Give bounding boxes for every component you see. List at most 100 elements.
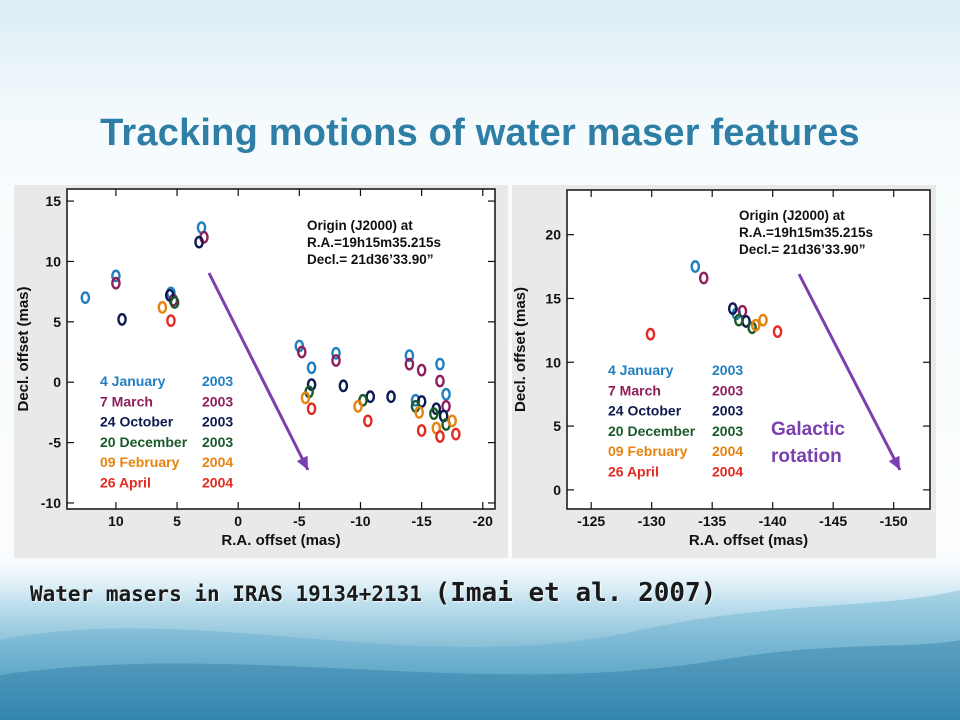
y-tick-label-0: 15 xyxy=(45,193,61,209)
maser-point-4-0 xyxy=(750,318,761,332)
maser-point-5-1 xyxy=(772,325,783,339)
legend-label-4: 09 February xyxy=(100,454,180,470)
x-axis-label: R.A. offset (mas) xyxy=(221,532,340,549)
slide-caption: Water masers in IRAS 19134+2131 (Imai et… xyxy=(30,578,930,608)
legend-label-2: 24 October xyxy=(608,403,682,419)
origin-annotation-line-1: R.A.=19h15m35.215s xyxy=(307,235,441,250)
maser-point-2-2 xyxy=(194,235,204,249)
maser-point-5-0 xyxy=(645,327,656,341)
maser-point-4-1 xyxy=(758,313,768,327)
x-tick-label-4: -10 xyxy=(350,513,370,529)
x-tick-label-6: -20 xyxy=(473,513,493,529)
y-tick-label-4: 0 xyxy=(553,482,561,498)
legend-label-5: 26 April xyxy=(100,475,151,491)
legend-label-1: 7 March xyxy=(608,382,661,398)
legend-year-1: 2003 xyxy=(202,393,233,409)
maser-point-4-5 xyxy=(447,414,458,428)
galactic-rotation-line2: rotation xyxy=(771,446,842,467)
maser-point-5-2 xyxy=(363,414,373,428)
maser-point-2-0 xyxy=(117,313,127,326)
maser-point-0-5 xyxy=(306,361,317,375)
x-tick-label-1: -130 xyxy=(638,513,666,529)
maser-point-2-1 xyxy=(164,288,175,302)
maser-point-1-5 xyxy=(404,357,415,371)
maser-point-5-1 xyxy=(306,402,317,416)
maser-point-0-1 xyxy=(111,269,121,283)
maser-point-1-3 xyxy=(296,345,307,359)
maser-point-1-0 xyxy=(698,271,709,285)
x-tick-label-4: -145 xyxy=(819,513,847,529)
origin-annotation-line-2: Decl.= 21d36’33.90” xyxy=(307,252,433,267)
maser-point-1-6 xyxy=(416,363,427,377)
motion-arrowhead xyxy=(296,455,308,470)
plot-area xyxy=(66,188,496,510)
origin-annotation-line-1: R.A.=19h15m35.215s xyxy=(739,225,873,240)
y-axis-label: Decl. offset (mas) xyxy=(512,287,529,412)
y-tick-label-1: 10 xyxy=(45,253,61,269)
y-tick-label-4: -5 xyxy=(49,435,62,451)
motion-arrowhead xyxy=(888,455,900,470)
origin-annotation-line-2: Decl.= 21d36’33.90” xyxy=(739,242,865,257)
x-axis-label: R.A. offset (mas) xyxy=(689,532,808,549)
x-tick-label-5: -150 xyxy=(880,513,908,529)
legend-year-3: 2003 xyxy=(712,423,743,439)
legend-label-0: 4 January xyxy=(100,373,166,389)
origin-annotation-line-0: Origin (J2000) at xyxy=(307,218,413,233)
maser-point-1-4 xyxy=(331,354,341,367)
x-tick-label-1: 5 xyxy=(173,513,181,529)
motion-arrow xyxy=(797,273,902,471)
legend-label-3: 20 December xyxy=(608,423,696,439)
maser-point-1-0 xyxy=(111,276,121,290)
x-tick-label-0: 10 xyxy=(108,513,124,529)
maser-point-5-4 xyxy=(435,430,445,443)
maser-point-1-7 xyxy=(435,374,445,388)
x-tick-label-0: -125 xyxy=(577,513,605,529)
x-tick-label-3: -140 xyxy=(759,513,787,529)
maser-point-4-2 xyxy=(353,399,363,413)
legend-year-3: 2003 xyxy=(202,434,233,450)
legend-label-3: 20 December xyxy=(100,434,188,450)
maser-point-4-1 xyxy=(300,391,311,405)
maser-point-3-0 xyxy=(169,296,180,309)
legend-year-1: 2003 xyxy=(712,382,743,398)
legend-label-4: 09 February xyxy=(608,443,688,459)
y-tick-label-2: 10 xyxy=(545,354,561,370)
legend-year-0: 2003 xyxy=(202,373,233,389)
maser-point-0-0 xyxy=(690,260,701,273)
x-tick-label-2: -135 xyxy=(698,513,726,529)
y-tick-label-5: -10 xyxy=(41,495,61,511)
y-axis-label: Decl. offset (mas) xyxy=(15,286,32,411)
y-tick-label-1: 15 xyxy=(545,290,561,306)
left-chart-panel: 10 5 0 -5 -10 -15 -20 15 10 5 0 -5 -10 R.A. offset (m… xyxy=(14,185,508,558)
legend-year-4: 2004 xyxy=(202,454,233,470)
maser-point-5-0 xyxy=(166,314,176,328)
y-tick-label-0: 20 xyxy=(545,227,561,243)
y-tick-label-3: 0 xyxy=(53,374,61,390)
legend-label-2: 24 October xyxy=(100,414,174,430)
maser-point-0-0 xyxy=(80,291,91,305)
maser-point-0-9 xyxy=(441,387,451,401)
origin-annotation-line-0: Origin (J2000) at xyxy=(739,208,845,223)
legend-label-5: 26 April xyxy=(608,464,659,480)
x-tick-label-5: -15 xyxy=(412,513,432,529)
right-maser-chart: -125 -130 -135 -140 -145 -150 20 15 10 5 0 R.A. off… xyxy=(512,189,931,549)
maser-point-5-3 xyxy=(416,424,427,437)
maser-point-2-0 xyxy=(727,302,738,316)
motion-arrow xyxy=(207,272,310,471)
y-tick-label-2: 5 xyxy=(53,314,61,330)
right-chart-panel: -125 -130 -135 -140 -145 -150 20 15 10 5 0 R.A. off… xyxy=(512,185,936,558)
legend-year-5: 2004 xyxy=(202,475,233,491)
caption-reference: (Imai et al. 2007) xyxy=(434,578,717,608)
maser-point-4-3 xyxy=(414,405,424,419)
plot-area xyxy=(566,189,931,510)
left-maser-chart: 10 5 0 -5 -10 -15 -20 15 10 5 0 -5 -10 R.A. offset (m… xyxy=(15,188,496,549)
galactic-rotation-label: Galactic rotation xyxy=(771,416,845,470)
legend-label-1: 7 March xyxy=(100,393,153,409)
legend-year-2: 2003 xyxy=(202,414,233,430)
maser-point-3-0 xyxy=(734,313,744,327)
maser-point-0-8 xyxy=(435,357,445,371)
y-tick-label-3: 5 xyxy=(553,418,561,434)
x-tick-label-3: -5 xyxy=(293,513,306,529)
maser-point-4-0 xyxy=(157,300,168,314)
galactic-rotation-line1: Galactic xyxy=(771,419,845,440)
